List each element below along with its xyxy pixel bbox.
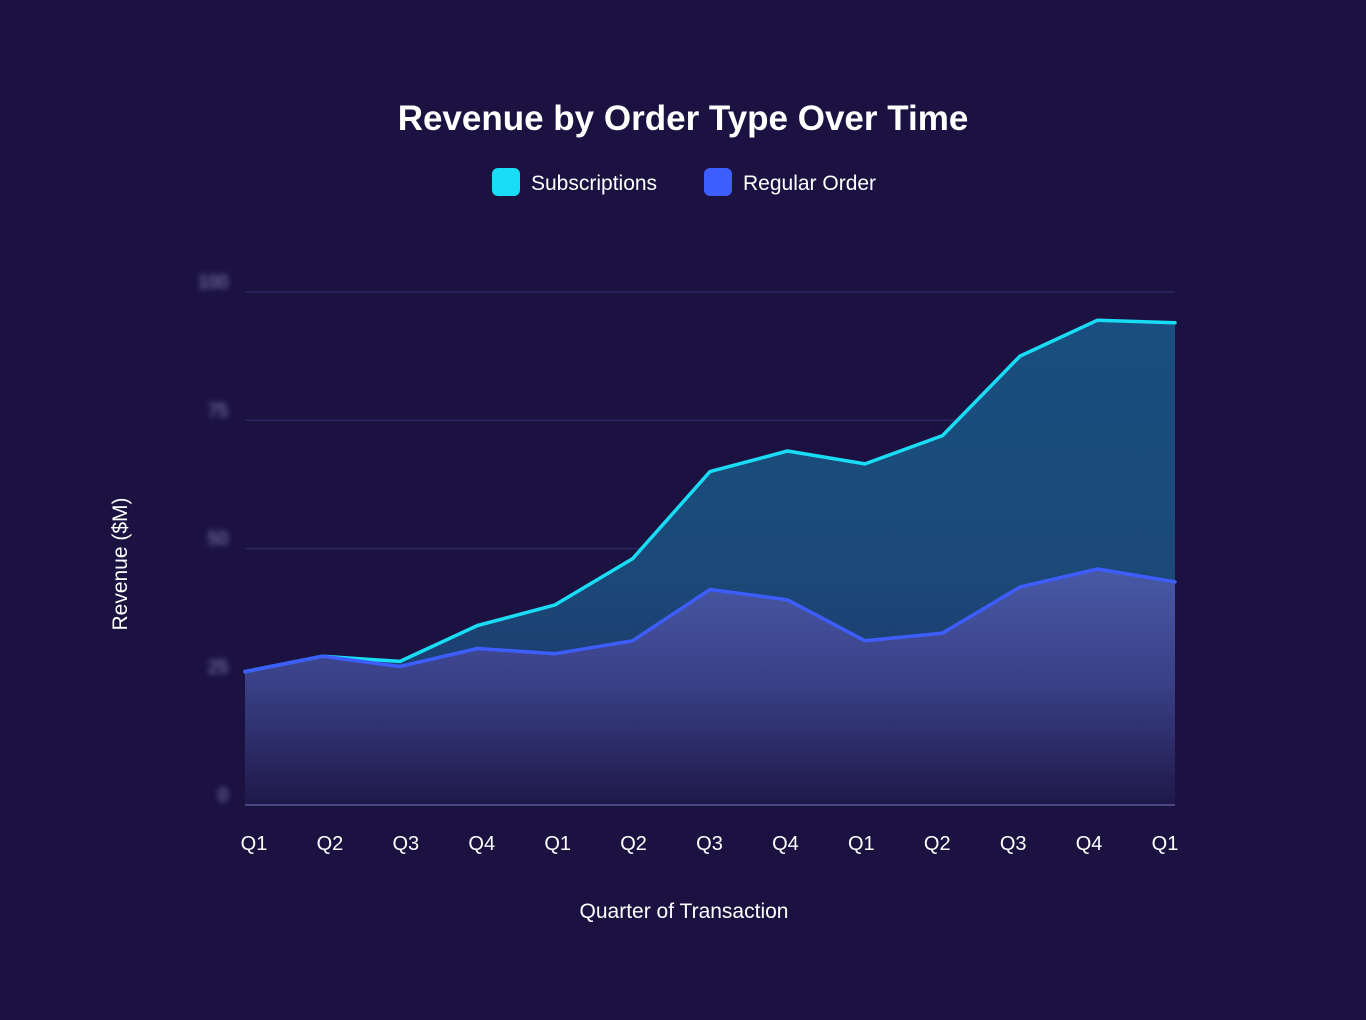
area-regular-order: [245, 569, 1175, 805]
x-tick-label: Q1: [241, 833, 268, 855]
x-tick-labels: Q1 Q2 Q3 Q4 Q1 Q2 Q3 Q4 Q1 Q2 Q3 Q4 Q1: [241, 833, 1179, 855]
legend-label-regular-order: Regular Order: [743, 172, 876, 195]
y-tick-label: 75: [208, 400, 228, 420]
x-axis-label: Quarter of Transaction: [580, 900, 789, 923]
y-tick-label: 25: [208, 657, 228, 677]
series-areas: [245, 320, 1175, 805]
x-tick-label: Q1: [1152, 833, 1179, 855]
x-tick-label: Q2: [317, 833, 344, 855]
x-tick-label: Q1: [544, 833, 571, 855]
y-tick-label: 100: [198, 272, 228, 292]
legend-swatch-subscriptions: [492, 168, 520, 196]
x-tick-label: Q1: [848, 833, 875, 855]
x-tick-label: Q4: [772, 833, 799, 855]
series-lines: [243, 318, 1177, 674]
legend-item-regular-order[interactable]: Regular Order: [704, 168, 876, 196]
x-tick-label: Q3: [1000, 833, 1027, 855]
chart-title: Revenue by Order Type Over Time: [398, 99, 969, 138]
y-axis-label: Revenue ($M): [109, 497, 132, 630]
legend-swatch-regular-order: [704, 168, 732, 196]
legend-item-subscriptions[interactable]: Subscriptions: [492, 168, 657, 196]
y-tick-label: 0: [218, 785, 228, 805]
x-tick-label: Q4: [468, 833, 495, 855]
x-tick-label: Q3: [696, 833, 723, 855]
x-tick-label: Q2: [924, 833, 951, 855]
legend: Subscriptions Regular Order: [492, 168, 876, 196]
x-tick-label: Q4: [1076, 833, 1103, 855]
y-tick-label: 50: [208, 529, 228, 549]
y-tick-labels: 0 25 50 75 100: [198, 272, 228, 805]
legend-label-subscriptions: Subscriptions: [531, 172, 657, 195]
x-tick-label: Q3: [392, 833, 419, 855]
x-tick-label: Q2: [620, 833, 647, 855]
